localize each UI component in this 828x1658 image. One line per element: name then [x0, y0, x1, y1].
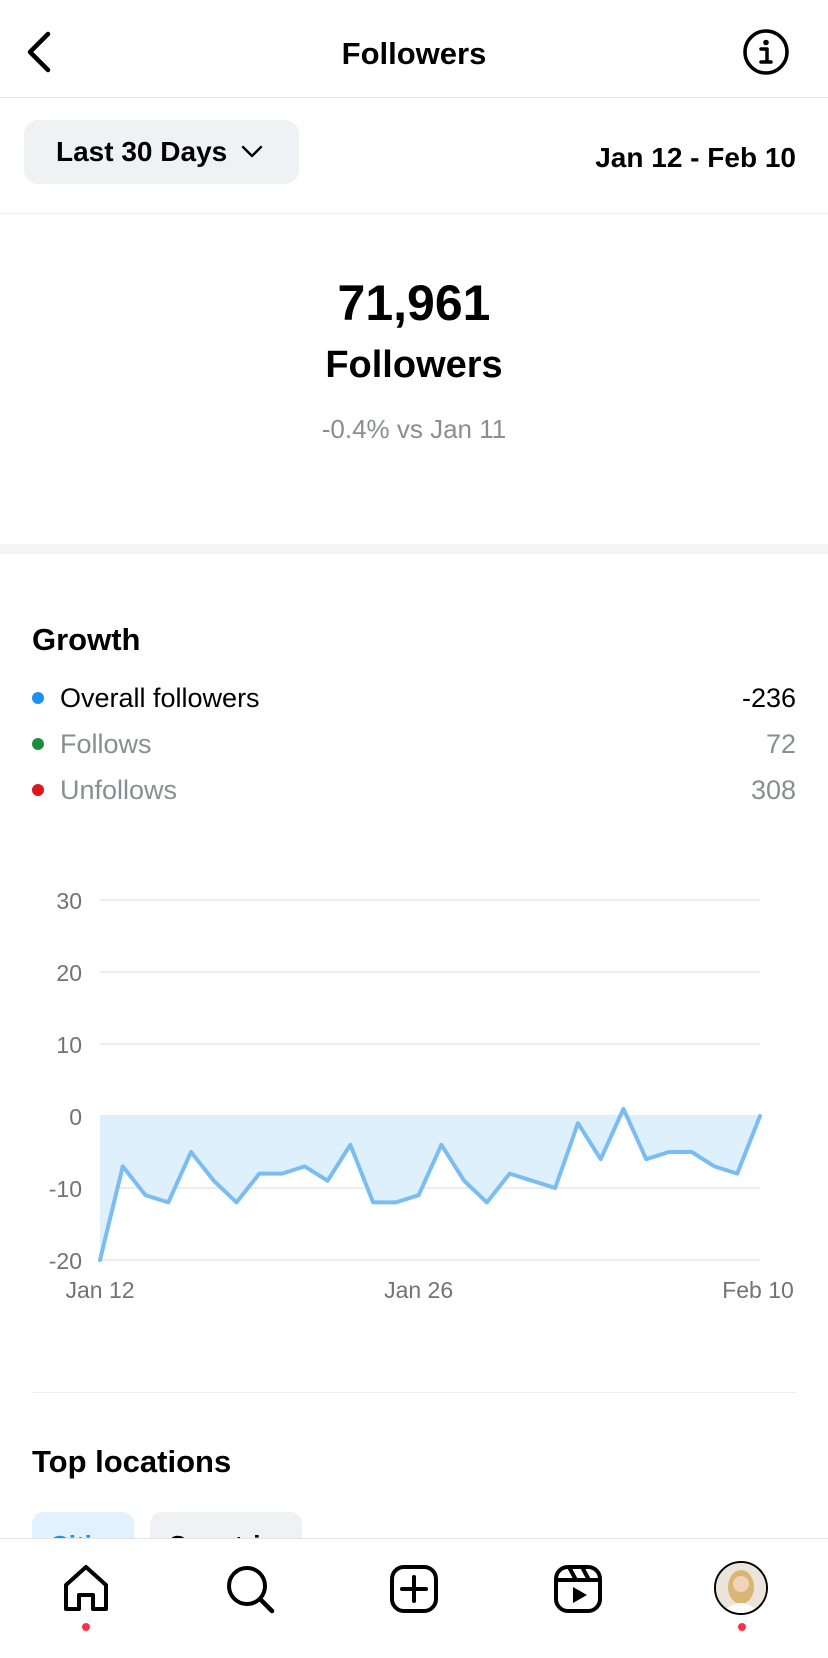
section-divider-thin: [32, 1392, 796, 1393]
series-area: [100, 1108, 760, 1260]
date-range-text: Jan 12 - Feb 10: [595, 142, 796, 173]
bottom-navigation: [0, 1538, 828, 1658]
nav-home[interactable]: [58, 1561, 114, 1617]
y-tick-label: 10: [56, 1032, 82, 1058]
growth-chart-container: 30 20 10 0 -10 -20 Jan 12 Jan 26 Feb 10: [0, 870, 828, 1310]
page-title: Followers: [341, 36, 487, 71]
home-notification-dot: [82, 1623, 90, 1631]
avatar-image: [716, 1563, 766, 1613]
chevron-down-icon: [242, 145, 263, 158]
y-tick-label: 0: [69, 1104, 82, 1130]
follower-summary: 71,961 Followers -0.4% vs Jan 11: [0, 214, 828, 544]
create-icon: [390, 1565, 438, 1613]
legend-label-overall: Overall followers: [60, 682, 260, 713]
section-divider: [0, 544, 828, 554]
search-icon: [227, 1566, 275, 1614]
follower-count-label: Followers: [325, 344, 503, 386]
follower-comparison: -0.4% vs Jan 11: [321, 414, 507, 444]
legend-dot-unfollows: [32, 784, 44, 796]
follower-count: 71,961: [337, 275, 491, 331]
date-range-dropdown[interactable]: Last 30 Days: [24, 120, 299, 184]
x-tick-label: Jan 26: [384, 1277, 453, 1303]
legend-row-overall: Overall followers -236: [32, 678, 796, 718]
growth-chart[interactable]: 30 20 10 0 -10 -20 Jan 12 Jan 26 Feb 10: [0, 870, 828, 1310]
series-line: [98, 1106, 762, 1262]
x-tick-label: Feb 10: [722, 1277, 794, 1303]
nav-reels[interactable]: [550, 1561, 606, 1617]
y-tick-label: 20: [56, 960, 82, 986]
info-icon: [743, 29, 789, 75]
nav-create[interactable]: [386, 1561, 442, 1617]
top-locations-title: Top locations: [32, 1444, 232, 1479]
legend-value-unfollows: 308: [750, 774, 796, 805]
legend-row-follows: Follows 72: [32, 724, 796, 764]
profile-avatar[interactable]: [714, 1561, 768, 1615]
nav-search[interactable]: [222, 1561, 278, 1617]
y-tick-label: -20: [49, 1248, 82, 1274]
chevron-left-icon: [27, 31, 51, 73]
date-filter-row: Last 30 Days Jan 12 - Feb 10: [0, 98, 828, 214]
legend-dot-overall: [32, 692, 44, 704]
x-tick-label: Jan 12: [65, 1277, 134, 1303]
date-range-dropdown-label: Last 30 Days: [56, 136, 228, 167]
legend-dot-follows: [32, 738, 44, 750]
growth-section-title: Growth: [32, 622, 141, 657]
legend-value-overall: -236: [741, 682, 796, 713]
legend-row-unfollows: Unfollows 308: [32, 770, 796, 810]
top-bar: Followers: [0, 0, 828, 98]
legend-value-follows: 72: [765, 728, 796, 759]
back-button[interactable]: [22, 30, 58, 74]
profile-notification-dot: [738, 1623, 746, 1631]
legend-label-follows: Follows: [60, 728, 152, 759]
y-tick-label: 30: [56, 888, 82, 914]
legend-label-unfollows: Unfollows: [60, 774, 178, 805]
home-icon: [64, 1565, 108, 1611]
info-button[interactable]: [742, 28, 790, 76]
reels-icon: [554, 1565, 602, 1613]
y-tick-label: -10: [49, 1176, 82, 1202]
